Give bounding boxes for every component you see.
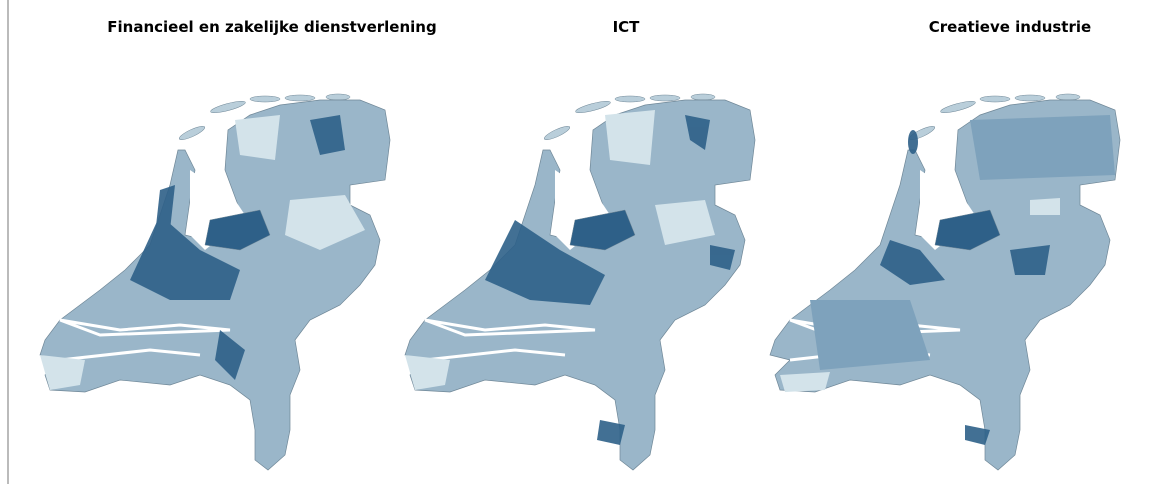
page: Financieel en zakelijke dienstverlening … — [0, 0, 1158, 484]
map: ICT — [405, 18, 755, 470]
map-title: Financieel en zakelijke dienstverlening — [107, 18, 436, 36]
map: Financieel en zakelijke dienstverlening — [40, 18, 437, 470]
map-title: Creatieve industrie — [929, 18, 1091, 36]
map-title: ICT — [613, 18, 641, 36]
map: Creatieve industrie — [770, 18, 1120, 470]
map-panel: Financieel en zakelijke dienstverlening … — [0, 0, 1158, 484]
